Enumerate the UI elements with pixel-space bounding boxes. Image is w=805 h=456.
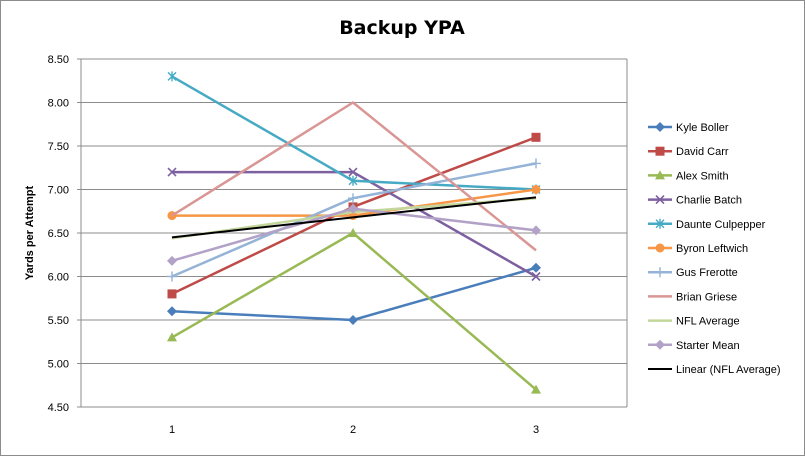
legend: Kyle Boller David Carr Alex Smith Charlie B… (648, 122, 781, 376)
legend-label: Alex Smith (676, 170, 729, 182)
legend-label: Kyle Boller (676, 122, 729, 134)
data-point (167, 71, 177, 82)
series-gus-frerotte (167, 158, 541, 282)
legend-item: Alex Smith (648, 170, 729, 182)
data-point (167, 289, 177, 299)
series-line (171, 101, 537, 252)
y-tick-label: 7.50 (48, 141, 69, 153)
y-tick-label: 8.50 (48, 54, 69, 66)
x-tick-label: 1 (169, 424, 175, 436)
legend-item: Charlie Batch (648, 195, 742, 207)
legend-label: NFL Average (676, 316, 740, 328)
data-point (167, 332, 177, 342)
legend-marker (655, 122, 665, 132)
data-point (348, 315, 358, 325)
legend-item: Kyle Boller (648, 122, 729, 134)
legend-marker (655, 146, 665, 156)
series-group (167, 71, 541, 394)
data-point (348, 193, 358, 204)
series-brian-griese (171, 101, 537, 252)
data-point (167, 271, 177, 282)
legend-item: Daunte Culpepper (648, 218, 766, 231)
series-alex-smith (167, 228, 541, 394)
legend-marker (655, 170, 665, 180)
data-point (531, 185, 541, 194)
data-point (348, 167, 358, 177)
x-tick-labels: 1 2 3 (169, 424, 539, 436)
legend-label: Brian Griese (676, 291, 737, 303)
legend-item: Gus Frerotte (648, 267, 738, 279)
legend-item: Brian Griese (648, 291, 737, 303)
y-tick-label: 6.00 (48, 272, 69, 284)
legend-item: NFL Average (648, 316, 740, 328)
data-point (348, 203, 358, 214)
series-linear-nfl-average (171, 196, 537, 239)
legend-item: Linear (NFL Average) (648, 364, 781, 376)
legend-label: Starter Mean (676, 340, 740, 352)
x-tick-label: 2 (350, 424, 356, 436)
legend-label: Byron Leftwich (676, 243, 748, 255)
legend-label: Gus Frerotte (676, 267, 738, 279)
legend-marker (655, 243, 665, 253)
data-point (531, 271, 541, 282)
data-point (531, 262, 541, 273)
legend-label: Charlie Batch (676, 195, 742, 207)
y-tick-label: 7.00 (48, 185, 69, 197)
series-starter-mean (167, 203, 541, 266)
data-point (531, 225, 541, 236)
data-point (167, 306, 177, 317)
series-line (171, 196, 537, 239)
legend-item: Starter Mean (648, 339, 740, 352)
data-point (167, 167, 177, 177)
data-point (531, 132, 541, 142)
data-point (167, 255, 177, 266)
legend-item: David Carr (648, 146, 729, 158)
data-point (531, 384, 541, 394)
y-tick-label: 6.50 (48, 228, 69, 240)
y-tick-label: 5.50 (48, 315, 69, 327)
series-line (171, 231, 537, 391)
series-kyle-boller (167, 262, 541, 325)
y-tick-labels: 4.50 5.00 5.50 6.00 6.50 7.00 7.50 8.00 8.50 (48, 54, 69, 414)
legend-marker (655, 267, 665, 278)
legend-marker (655, 218, 665, 229)
series-line (171, 266, 537, 322)
legend-label: Linear (NFL Average) (676, 364, 781, 376)
legend-item: Byron Leftwich (648, 243, 748, 255)
y-tick-label: 5.00 (48, 359, 69, 371)
series-daunte-culpepper (167, 71, 541, 195)
legend-marker (655, 195, 665, 205)
chart-title: Backup YPA (339, 17, 465, 39)
y-axis-label: Yards per Attempt (24, 185, 36, 280)
y-tick-label: 8.00 (48, 98, 69, 110)
data-point (348, 228, 358, 237)
series-charlie-batch (167, 167, 541, 282)
data-point (531, 158, 541, 169)
legend-label: David Carr (676, 146, 729, 158)
legend-label: Daunte Culpepper (676, 219, 766, 231)
legend-marker (655, 339, 665, 350)
y-tick-label: 4.50 (48, 402, 69, 414)
x-tick-label: 3 (533, 424, 539, 436)
data-point (348, 175, 358, 186)
